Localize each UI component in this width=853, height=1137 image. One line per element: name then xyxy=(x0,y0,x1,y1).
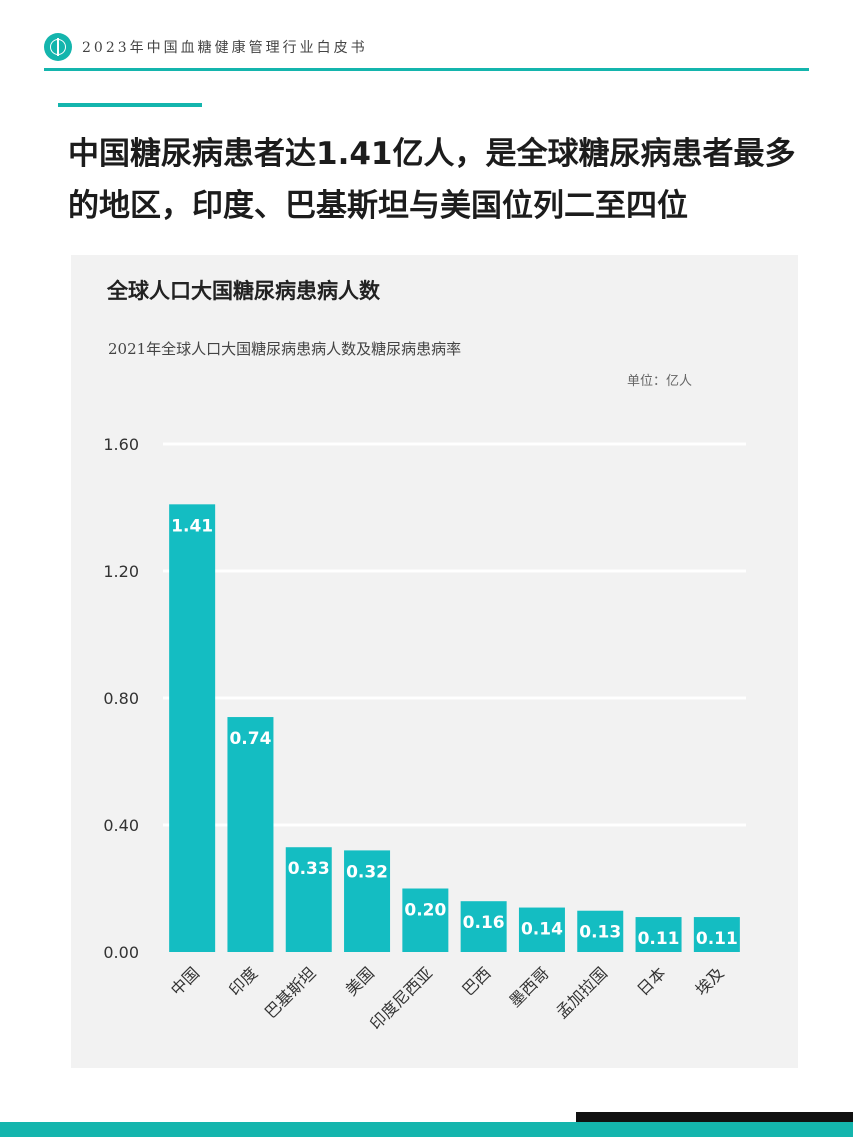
bar-value-label: 0.16 xyxy=(463,913,505,933)
bar xyxy=(169,504,216,952)
bar-value-label: 0.11 xyxy=(638,929,680,949)
bar xyxy=(344,850,391,952)
bar xyxy=(227,717,274,952)
x-category-label: 印度 xyxy=(225,963,261,999)
bar-value-label: 0.33 xyxy=(288,859,330,879)
globe-logo-icon xyxy=(44,33,72,61)
bar xyxy=(693,917,740,952)
footer-band xyxy=(0,1122,853,1137)
bar-value-label: 1.41 xyxy=(171,516,213,536)
x-category-label: 日本 xyxy=(633,963,669,999)
report-title: 2023年中国血糖健康管理行业白皮书 xyxy=(82,40,368,56)
x-category-label: 印度尼西亚 xyxy=(366,963,436,1033)
x-category-label: 美国 xyxy=(342,963,378,999)
headline-accent-line xyxy=(58,103,202,107)
bar xyxy=(577,910,624,952)
bar xyxy=(460,901,507,952)
bar-value-label: 0.32 xyxy=(346,862,388,882)
y-tick-label: 0.00 xyxy=(103,943,139,962)
bar-value-label: 0.14 xyxy=(521,920,563,940)
y-tick-label: 0.40 xyxy=(103,816,139,835)
x-category-label: 墨西哥 xyxy=(505,963,552,1010)
x-category-label: 巴西 xyxy=(458,963,494,999)
bottom-bar xyxy=(576,1112,853,1125)
chart-title: 全球人口大国糖尿病患病人数 xyxy=(107,279,380,303)
chart-subtitle: 2021年全球人口大国糖尿病患病人数及糖尿病患病率 xyxy=(108,340,462,358)
y-tick-label: 1.60 xyxy=(103,435,139,454)
x-category-label: 中国 xyxy=(167,963,203,999)
bar-value-label: 0.11 xyxy=(696,929,738,949)
bar-value-label: 0.74 xyxy=(229,729,271,749)
unit-label: 单位：亿人 xyxy=(627,374,693,389)
report-header: 2023年中国血糖健康管理行业白皮书 xyxy=(44,32,368,62)
x-category-label: 孟加拉国 xyxy=(552,963,611,1022)
bar xyxy=(635,917,682,952)
y-tick-label: 0.80 xyxy=(103,689,139,708)
x-category-label: 巴基斯坦 xyxy=(261,963,320,1022)
x-category-label: 埃及 xyxy=(692,963,728,999)
y-tick-label: 1.20 xyxy=(103,562,139,581)
bar-value-label: 0.13 xyxy=(579,923,621,943)
bar xyxy=(285,847,332,952)
bar-value-label: 0.20 xyxy=(404,901,446,921)
bar-chart: 0.00 0.40 0.80 1.20 1.60 1.41 中国 0.74 印度 0.33 巴基斯坦… xyxy=(103,435,746,1033)
bar xyxy=(402,888,449,952)
page-headline: 中国糖尿病患者达1.41亿人，是全球糖尿病患者最多的地区，印度、巴基斯坦与美国位… xyxy=(68,136,796,224)
bar xyxy=(518,907,565,952)
header-divider xyxy=(44,68,809,71)
